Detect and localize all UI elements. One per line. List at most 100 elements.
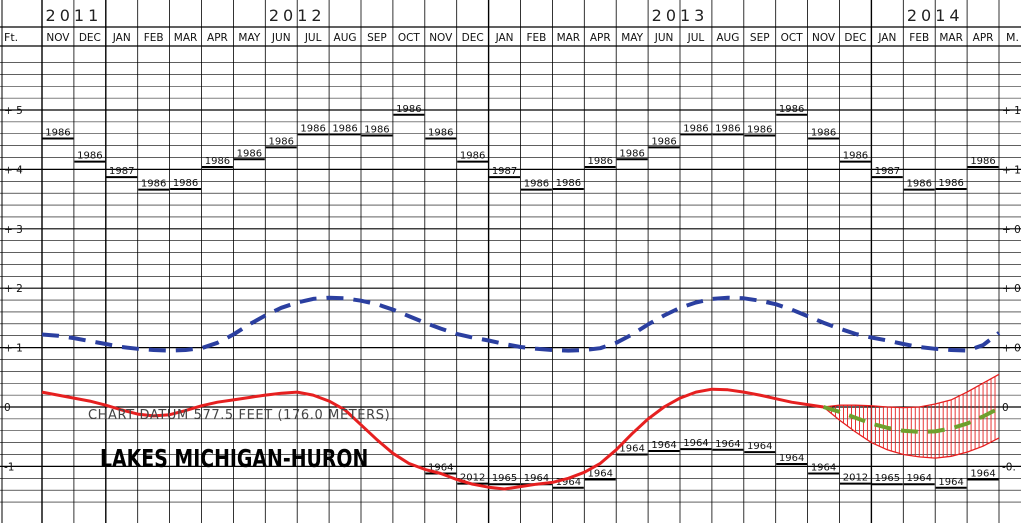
month-label: APR — [207, 32, 228, 44]
y-tick-label-ft: -1 — [4, 461, 14, 473]
series-lines — [41, 295, 1001, 491]
y-tick-label-ft: + 1 — [4, 343, 23, 355]
forecast-range-upper — [823, 373, 1000, 409]
month-label: SEP — [367, 32, 387, 44]
record-high-year: 1986 — [843, 151, 868, 162]
month-label: DEC — [844, 32, 866, 44]
month-label: OCT — [398, 32, 421, 44]
month-label: MAR — [939, 32, 963, 44]
year-label: 2013 — [652, 6, 709, 25]
y-tick-label-ft: + 5 — [4, 105, 23, 117]
y-tick-label-m: -0. — [1002, 461, 1016, 473]
y-tick-label-ft: + 2 — [4, 283, 23, 295]
month-label: MAR — [557, 32, 581, 44]
month-label: JUL — [304, 32, 322, 44]
record-high-year: 1986 — [364, 125, 389, 136]
record-levels: 1986 1986 1987 1986 1986 1986 1986 1986 1986 1986… — [42, 104, 999, 489]
month-label: NOV — [429, 32, 453, 44]
month-label: SEP — [750, 32, 770, 44]
month-label: APR — [590, 32, 611, 44]
chart-datum-note: CHART DATUM 577.5 FEET (176.0 METERS) — [88, 408, 390, 423]
month-label: JUN — [271, 32, 291, 44]
y-tick-label-m: + 1. — [1002, 105, 1021, 117]
y-tick-label-m: 0 — [1002, 402, 1009, 414]
record-high-year: 1986 — [556, 178, 581, 189]
record-low-year: 1964 — [715, 439, 740, 450]
y-tick-label-m: + 0. — [1002, 343, 1021, 355]
month-label: JUN — [654, 32, 674, 44]
month-label: MAR — [174, 32, 198, 44]
left-unit-label: Ft. — [4, 31, 18, 44]
year-label: 2014 — [907, 6, 964, 25]
month-header: 2011 2012 2013 2014 NOV DEC JAN FEB MAR APR MAY JUN… — [0, 6, 1021, 47]
record-high-year: 1986 — [141, 179, 166, 190]
y-tick-label-m: + 0. — [1002, 224, 1021, 236]
record-high-year: 1986 — [779, 104, 804, 115]
record-low-year: 1964 — [779, 453, 804, 464]
record-low-year: 1965 — [492, 473, 517, 484]
record-low-year: 1964 — [938, 477, 963, 488]
record-high-year: 1986 — [619, 148, 644, 159]
record-high-year: 1986 — [938, 178, 963, 189]
month-label: JAN — [112, 32, 131, 44]
record-high-year: 1987 — [875, 166, 900, 177]
record-high-year: 1986 — [45, 128, 70, 139]
month-label: FEB — [527, 32, 547, 44]
y-tick-label-ft: 0 — [4, 402, 11, 414]
record-low-year: 1964 — [970, 468, 995, 479]
y-tick-label-ft: + 3 — [4, 224, 23, 236]
forecast-range-lower — [823, 406, 1000, 459]
record-high-year: 1986 — [683, 123, 708, 134]
record-high-year: 1987 — [109, 166, 134, 177]
record-high-year: 1986 — [747, 125, 772, 136]
record-high-year: 1986 — [524, 179, 549, 190]
month-label: FEB — [144, 32, 164, 44]
month-label: JAN — [877, 32, 896, 44]
month-label: DEC — [462, 32, 484, 44]
record-high-year: 1986 — [428, 128, 453, 139]
month-label: JAN — [495, 32, 514, 44]
record-low-year: 1964 — [651, 440, 676, 451]
record-low-year: 2012 — [460, 473, 485, 484]
series-line-recorded — [41, 387, 824, 491]
record-high-year: 1986 — [651, 136, 676, 147]
y-tick-label-ft: + 4 — [4, 164, 23, 176]
month-label: DEC — [79, 32, 101, 44]
record-high-year: 1986 — [205, 156, 230, 167]
month-label: MAY — [238, 32, 260, 44]
record-high-year: 1986 — [77, 151, 102, 162]
record-low-year: 1964 — [428, 463, 453, 474]
record-low-year: 1965 — [875, 473, 900, 484]
month-label: NOV — [46, 32, 70, 44]
y-tick-label-m: + 0. — [1002, 283, 1021, 295]
record-low-year: 1964 — [907, 473, 932, 484]
month-label: FEB — [909, 32, 929, 44]
record-high-year: 1986 — [269, 136, 294, 147]
record-high-year: 1986 — [460, 151, 485, 162]
year-label: 2011 — [46, 6, 103, 25]
month-label: OCT — [781, 32, 804, 44]
record-low-year: 1964 — [588, 468, 613, 479]
series-line-forecast — [822, 405, 1000, 434]
record-high-year: 1986 — [907, 179, 932, 190]
record-high-year: 1987 — [492, 166, 517, 177]
month-label: JUL — [687, 32, 705, 44]
record-low-year: 1964 — [683, 438, 708, 449]
series-line-long-term-average — [41, 295, 1001, 353]
y-tick-label-m: + 1. — [1002, 164, 1021, 176]
month-label: MAY — [621, 32, 643, 44]
month-label: AUG — [716, 32, 739, 44]
right-unit-label: M. — [1006, 31, 1019, 44]
y-axis-labels: + 5 + 4 + 3 + 2 + 1 0 -1 + 1. + 1. + 0. + 0. + 0. 0 -… — [4, 105, 1021, 473]
record-high-year: 1986 — [300, 123, 325, 134]
record-low-year: 1964 — [619, 444, 644, 455]
chart-title: LAKES MICHIGAN-HURON — [100, 444, 368, 473]
month-label: NOV — [812, 32, 836, 44]
record-high-year: 1986 — [173, 178, 198, 189]
record-high-year: 1986 — [811, 128, 836, 139]
month-label: AUG — [334, 32, 357, 44]
month-label: APR — [973, 32, 994, 44]
